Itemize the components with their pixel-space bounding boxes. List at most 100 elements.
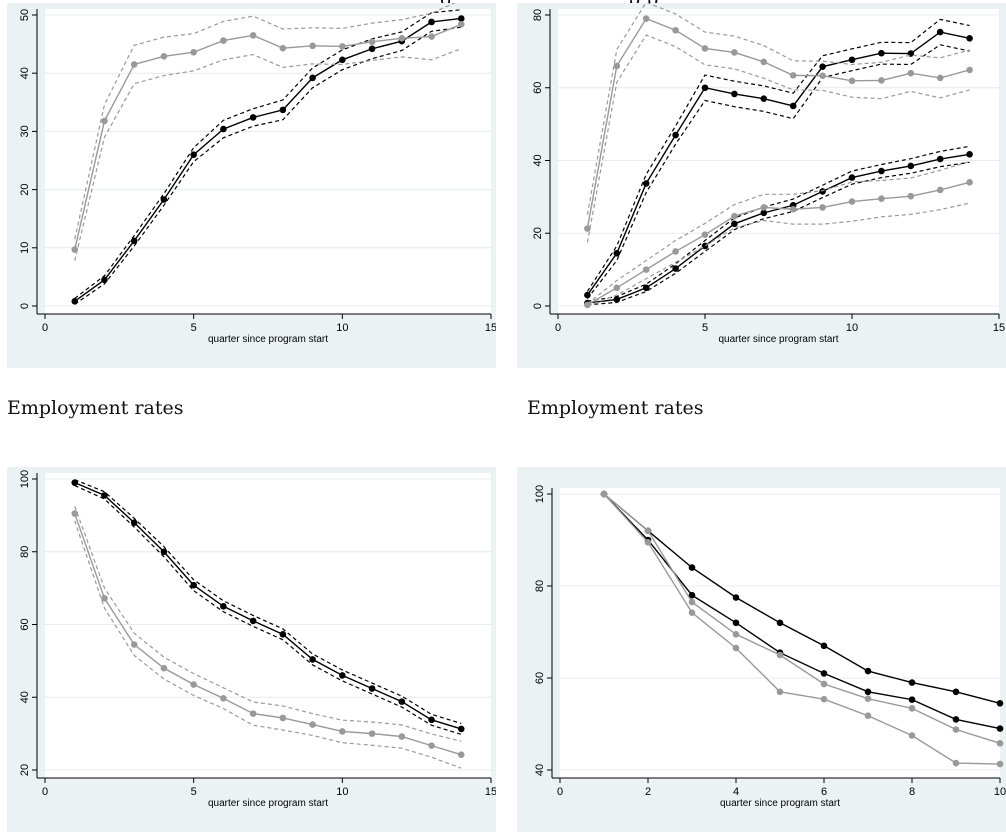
data-point bbox=[908, 732, 916, 739]
x-axis-label: quarter since program start bbox=[208, 334, 328, 345]
data-point bbox=[732, 619, 740, 627]
data-point bbox=[820, 642, 828, 650]
data-point bbox=[368, 45, 376, 53]
series-line bbox=[74, 481, 462, 730]
data-point bbox=[160, 664, 168, 672]
data-point bbox=[309, 656, 316, 663]
data-point bbox=[71, 246, 79, 253]
y-tick-label: 60 bbox=[532, 82, 544, 94]
data-point bbox=[642, 180, 650, 187]
series-line bbox=[587, 153, 970, 304]
data-point bbox=[952, 759, 960, 767]
series-line bbox=[587, 181, 970, 306]
x-tick-label: 15 bbox=[485, 786, 496, 798]
ci-lower-line bbox=[587, 202, 970, 307]
ci-upper-line bbox=[587, 145, 970, 302]
data-point bbox=[731, 212, 738, 220]
data-point bbox=[936, 74, 944, 82]
y-tick-label: 60 bbox=[19, 618, 31, 630]
y-tick-label: 100 bbox=[19, 470, 31, 488]
data-point bbox=[279, 631, 287, 638]
data-point bbox=[339, 728, 346, 735]
data-point bbox=[688, 564, 696, 571]
series-line bbox=[603, 493, 1001, 765]
data-point bbox=[952, 688, 960, 696]
x-axis-label: quarter since program start bbox=[718, 334, 838, 345]
data-point bbox=[789, 102, 797, 110]
data-point bbox=[71, 510, 79, 517]
data-point bbox=[688, 591, 696, 599]
series-line bbox=[586, 31, 970, 296]
data-point bbox=[642, 284, 650, 292]
data-point bbox=[819, 204, 826, 211]
series-line bbox=[603, 493, 1001, 744]
data-point bbox=[731, 49, 738, 56]
data-point bbox=[101, 595, 108, 602]
x-tick-label: 10 bbox=[336, 786, 348, 798]
plot-area bbox=[45, 473, 491, 778]
ci-lower-line bbox=[587, 161, 970, 306]
data-point bbox=[996, 700, 1004, 707]
caption-right: Employment rates bbox=[527, 397, 704, 419]
data-point bbox=[952, 726, 960, 733]
data-point bbox=[996, 760, 1004, 768]
x-tick-label: 5 bbox=[191, 786, 197, 798]
x-axis-label: quarter since program start bbox=[208, 798, 328, 809]
data-point bbox=[864, 712, 872, 720]
ci-upper-line bbox=[74, 3, 456, 240]
data-point bbox=[644, 539, 652, 546]
data-point bbox=[672, 131, 679, 139]
data-point bbox=[672, 265, 679, 272]
data-point bbox=[368, 38, 376, 46]
data-point bbox=[731, 220, 738, 228]
data-point bbox=[584, 225, 591, 232]
data-point bbox=[339, 43, 346, 50]
data-point bbox=[966, 179, 973, 186]
chart-svg: 0 10 20 30 40 50 0 5 10 15 quarter since program s… bbox=[19, 3, 496, 345]
data-point bbox=[864, 695, 872, 702]
ci-lower-line bbox=[74, 48, 462, 261]
data-point bbox=[249, 617, 257, 625]
series-line bbox=[603, 493, 1001, 704]
data-point bbox=[309, 74, 316, 82]
data-point bbox=[864, 688, 872, 696]
data-point bbox=[789, 205, 797, 213]
x-tick-label: 10 bbox=[846, 322, 858, 334]
y-tick-label: 30 bbox=[19, 125, 31, 137]
data-point bbox=[130, 237, 138, 245]
data-point bbox=[160, 53, 168, 60]
data-point bbox=[368, 685, 376, 692]
data-point bbox=[672, 26, 679, 34]
data-point bbox=[309, 42, 316, 50]
chart-panel-top-left: 0 10 20 30 40 50 0 5 10 15 quarter since program s… bbox=[7, 3, 496, 368]
x-tick-label: 10 bbox=[994, 786, 1006, 798]
ci-upper-line bbox=[74, 9, 462, 299]
ci-lower-line bbox=[586, 44, 970, 300]
plot-area bbox=[45, 9, 491, 314]
chart-svg: 20 40 60 80 100 0 5 10 15 quarter since program s… bbox=[19, 470, 496, 809]
data-point bbox=[820, 680, 828, 688]
chart-panel-bottom-right: 40 60 80 100 0 2 4 6 8 10 quarter since program st… bbox=[517, 467, 1006, 832]
x-tick-label: 15 bbox=[485, 322, 496, 334]
x-tick-label: 5 bbox=[702, 322, 708, 334]
data-point bbox=[776, 619, 784, 627]
data-point bbox=[398, 698, 406, 705]
data-point bbox=[731, 90, 738, 98]
x-axis-label: quarter since program start bbox=[720, 798, 840, 809]
y-tick-label: 0 bbox=[532, 303, 544, 309]
data-point bbox=[220, 695, 227, 702]
data-point bbox=[190, 151, 197, 158]
data-point bbox=[936, 186, 944, 194]
data-point bbox=[732, 631, 740, 638]
y-tick-label: 60 bbox=[534, 672, 546, 684]
caption-left: Employment rates bbox=[7, 397, 184, 419]
data-point bbox=[339, 672, 346, 679]
ci-upper-line bbox=[586, 18, 970, 292]
data-point bbox=[701, 45, 709, 52]
y-tick-label: 40 bbox=[534, 764, 546, 776]
data-point bbox=[936, 155, 944, 163]
data-point bbox=[966, 66, 973, 74]
x-tick-label: 0 bbox=[555, 322, 561, 334]
data-point bbox=[642, 266, 650, 273]
x-tick-label: 4 bbox=[733, 786, 739, 798]
